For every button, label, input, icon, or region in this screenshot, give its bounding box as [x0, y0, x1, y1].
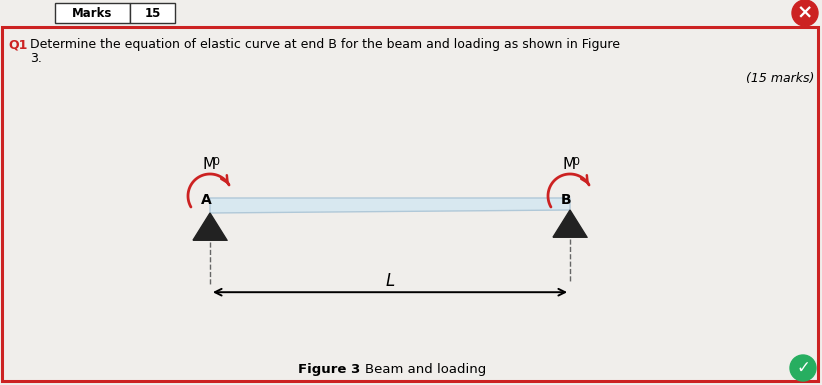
Polygon shape [553, 210, 587, 237]
Text: Beam and loading: Beam and loading [365, 363, 487, 377]
Text: 3.: 3. [30, 52, 42, 65]
Text: ✓: ✓ [796, 359, 810, 377]
Text: Q1: Q1 [8, 38, 27, 51]
Text: A: A [201, 193, 211, 207]
Text: M: M [202, 156, 215, 171]
Text: B: B [561, 193, 571, 207]
Text: L: L [386, 272, 395, 290]
Bar [55, 3, 130, 23]
Polygon shape [193, 213, 227, 240]
Circle shape [792, 0, 818, 26]
Text: M: M [562, 156, 575, 171]
Text: ×: × [797, 3, 813, 22]
Text: Determine the equation of elastic curve at end B for the beam and loading as sho: Determine the equation of elastic curve … [30, 38, 620, 51]
Text: Marks: Marks [72, 7, 113, 20]
Bar [130, 3, 175, 23]
Text: 0: 0 [572, 157, 579, 167]
Circle shape [790, 355, 816, 381]
Polygon shape [210, 198, 570, 213]
Text: (15 marks): (15 marks) [746, 72, 814, 85]
Text: Figure 3: Figure 3 [298, 363, 360, 377]
Text: 15: 15 [145, 7, 160, 20]
Text: 0: 0 [212, 157, 219, 167]
